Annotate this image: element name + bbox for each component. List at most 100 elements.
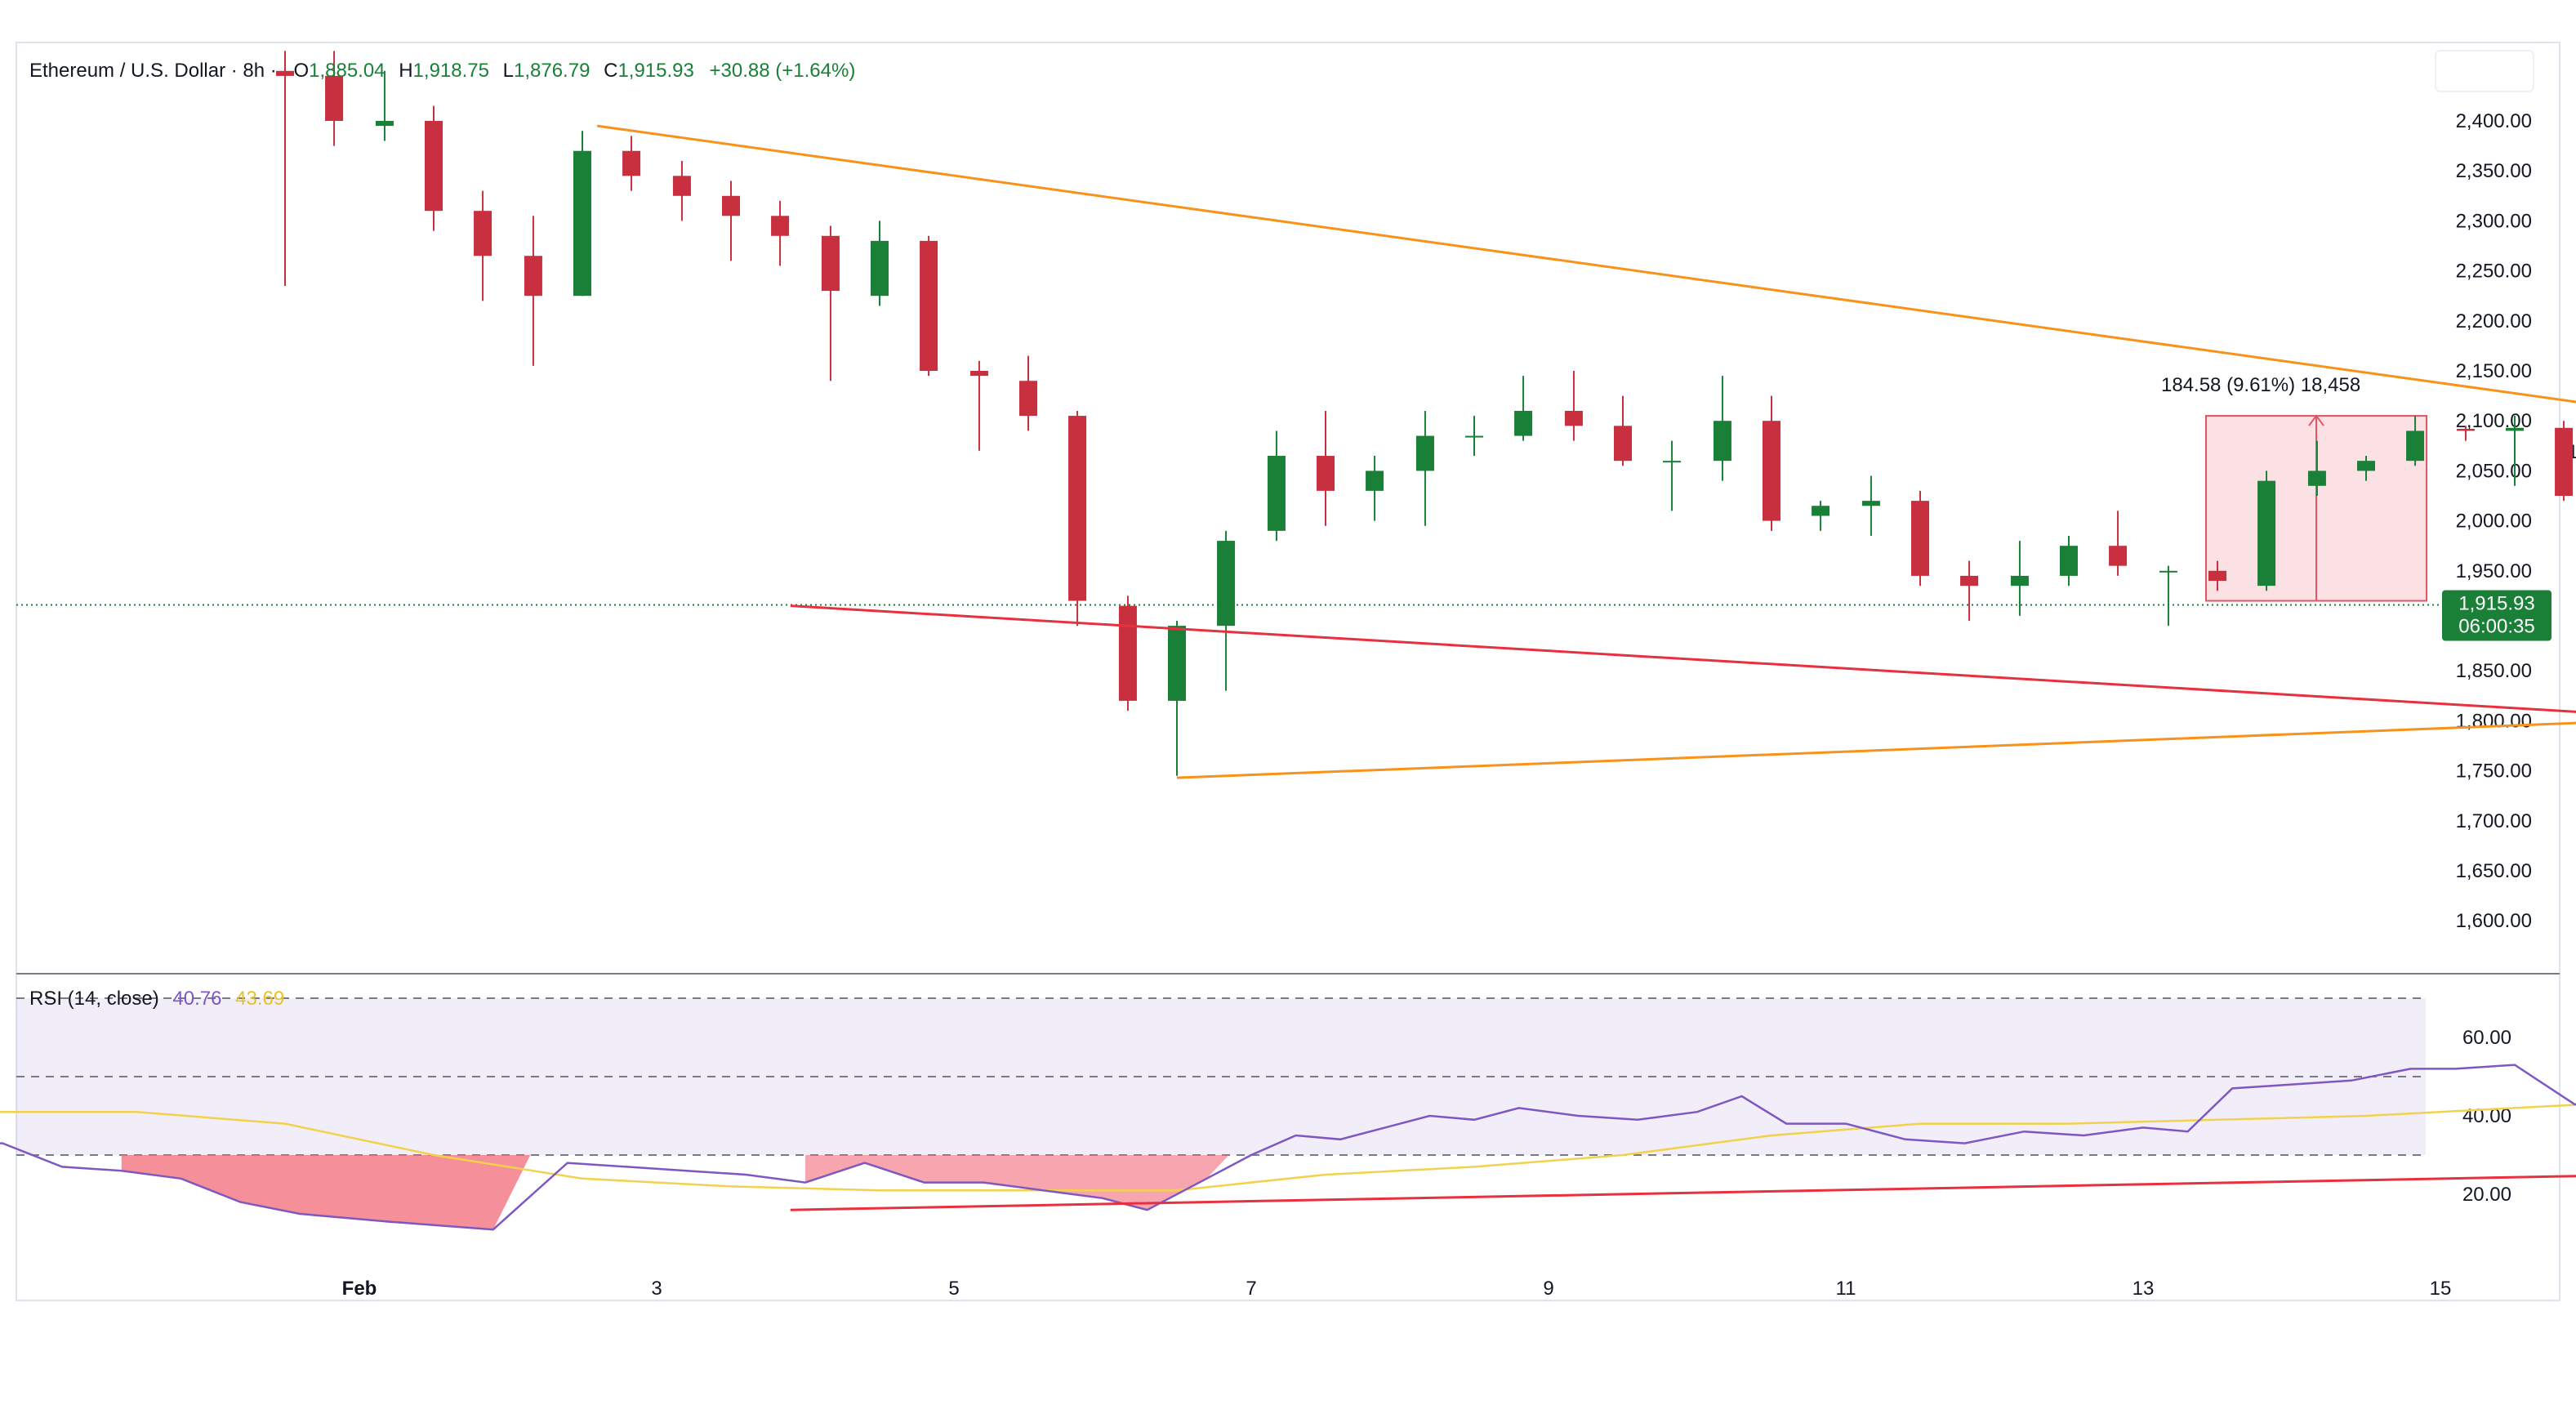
- bearish-candle[interactable]: [622, 136, 641, 191]
- lower-orange-trendline[interactable]: [1176, 649, 2576, 779]
- bearish-candle[interactable]: [771, 200, 790, 266]
- candle-body: [1217, 541, 1236, 627]
- time-tick-label: 13: [2133, 1278, 2155, 1300]
- bullish-candle[interactable]: [2257, 471, 2276, 591]
- candle-body: [2257, 480, 2276, 587]
- bearish-candle[interactable]: [969, 360, 988, 451]
- bullish-candle[interactable]: [871, 221, 889, 306]
- rsi-divergence-arrow[interactable]: [790, 1155, 2576, 1211]
- bullish-candle[interactable]: [1465, 416, 1483, 457]
- bullish-candle[interactable]: [2159, 565, 2177, 627]
- bearish-candle[interactable]: [1118, 595, 1137, 711]
- bearish-candle[interactable]: [524, 216, 542, 366]
- rsi-tick-label: 60.00: [2462, 1027, 2511, 1049]
- candle-body: [1068, 416, 1087, 601]
- low-value: 1,876.79: [514, 60, 590, 82]
- bullish-candle[interactable]: [1663, 440, 1682, 511]
- price-tick-label: 1,650.00: [2456, 860, 2532, 882]
- bearish-candle[interactable]: [1068, 410, 1087, 627]
- bullish-candle[interactable]: [1168, 621, 1186, 776]
- candle-body: [920, 240, 938, 371]
- candle-body: [1168, 626, 1186, 701]
- bullish-candle[interactable]: [1861, 475, 1880, 536]
- rsi-oversold-fill: [121, 1155, 531, 1230]
- bullish-candle[interactable]: [1217, 530, 1236, 691]
- bullish-candle[interactable]: [1415, 410, 1434, 526]
- rsi-tick-label: 20.00: [2462, 1184, 2511, 1206]
- price-tick-label: 2,300.00: [2456, 210, 2532, 232]
- bullish-candle[interactable]: [1514, 376, 1533, 441]
- rsi-oversold-fill: [805, 1155, 1229, 1211]
- price-tick-label: 1,600.00: [2456, 910, 2532, 932]
- bullish-candle[interactable]: [1267, 430, 1286, 542]
- bearish-candle[interactable]: [1564, 371, 1583, 441]
- time-tick-label: Feb: [342, 1278, 377, 1300]
- bullish-candle[interactable]: [573, 131, 591, 297]
- time-axis: 29Feb3579111315171921232527M: [342, 1278, 2452, 1300]
- bearish-candle[interactable]: [425, 105, 443, 231]
- bearish-candle[interactable]: [1317, 410, 1335, 526]
- bullish-candle[interactable]: [2506, 416, 2524, 486]
- high-value: 1,918.75: [413, 60, 489, 82]
- bearish-candle[interactable]: [474, 190, 492, 301]
- bearish-candle[interactable]: [276, 51, 294, 286]
- candle-body: [2357, 461, 2375, 471]
- bearish-candle[interactable]: [2109, 511, 2128, 576]
- last-price-tag: 1,915.93 06:00:35: [2442, 590, 2551, 641]
- red-arrow-trendline[interactable]: [790, 604, 2576, 778]
- candle-body: [2060, 546, 2078, 576]
- bearish-candle[interactable]: [1614, 395, 1632, 466]
- time-tick-label: 11: [1836, 1278, 1856, 1300]
- candle-body: [871, 240, 889, 297]
- candle-body: [1514, 410, 1533, 436]
- candle-body: [722, 195, 740, 216]
- candle-body: [425, 121, 443, 212]
- bearish-candle[interactable]: [1763, 395, 1780, 531]
- bearish-candle[interactable]: [1019, 355, 1037, 431]
- candle-body: [1713, 421, 1731, 462]
- candle-body: [821, 235, 840, 292]
- bearish-candle[interactable]: [920, 235, 938, 377]
- candle-body: [2307, 471, 2326, 486]
- bullish-candle[interactable]: [1812, 501, 1830, 531]
- top-right-button[interactable]: [2435, 50, 2534, 92]
- bearish-candle[interactable]: [2555, 421, 2574, 502]
- bullish-candle[interactable]: [2010, 541, 2029, 616]
- rsi-ma-value: 43.69: [235, 988, 284, 1010]
- upper-orange-trendline[interactable]: [596, 124, 2576, 662]
- bullish-candle[interactable]: [2307, 440, 2326, 496]
- price-tick-label: 1,750.00: [2456, 760, 2532, 783]
- rsi-title: RSI (14, close): [29, 988, 159, 1010]
- candle-body: [1118, 605, 1137, 701]
- bullish-candle[interactable]: [2357, 456, 2375, 481]
- last-price-value: 1,915.93: [2458, 593, 2534, 615]
- price-tick-label: 2,150.00: [2456, 360, 2532, 382]
- bearish-candle[interactable]: [2208, 560, 2226, 591]
- chart-frame: [16, 42, 2560, 1301]
- candle-body: [1267, 456, 1286, 531]
- bearish-candle[interactable]: [821, 225, 840, 381]
- time-tick-label: 7: [1246, 1278, 1256, 1300]
- bullish-candle[interactable]: [1366, 456, 1384, 521]
- symbol-legend[interactable]: Ethereum / U.S. Dollar · 8h · O1,885.04 …: [29, 60, 855, 82]
- bearish-candle[interactable]: [1960, 560, 1979, 621]
- low-label: L: [503, 60, 514, 82]
- bearish-candle[interactable]: [2456, 426, 2475, 441]
- open-value: 1,885.04: [309, 60, 385, 82]
- bullish-candle[interactable]: [2060, 535, 2078, 587]
- bullish-candle[interactable]: [1713, 376, 1731, 481]
- rsi-legend[interactable]: RSI (14, close) 40.76 43.69: [29, 988, 284, 1010]
- bearish-candle[interactable]: [1911, 490, 1929, 587]
- candle-body: [524, 256, 542, 297]
- candle-body: [1911, 501, 1929, 576]
- candle-body: [2506, 427, 2524, 431]
- bullish-candle[interactable]: [2406, 416, 2425, 466]
- bearish-candle[interactable]: [672, 160, 691, 221]
- candle-body: [2159, 570, 2177, 573]
- bearish-candle[interactable]: [325, 51, 344, 146]
- bullish-candle[interactable]: [375, 70, 394, 141]
- bearish-candle[interactable]: [722, 181, 740, 261]
- candle-body: [1763, 421, 1780, 521]
- candle-body: [375, 121, 394, 127]
